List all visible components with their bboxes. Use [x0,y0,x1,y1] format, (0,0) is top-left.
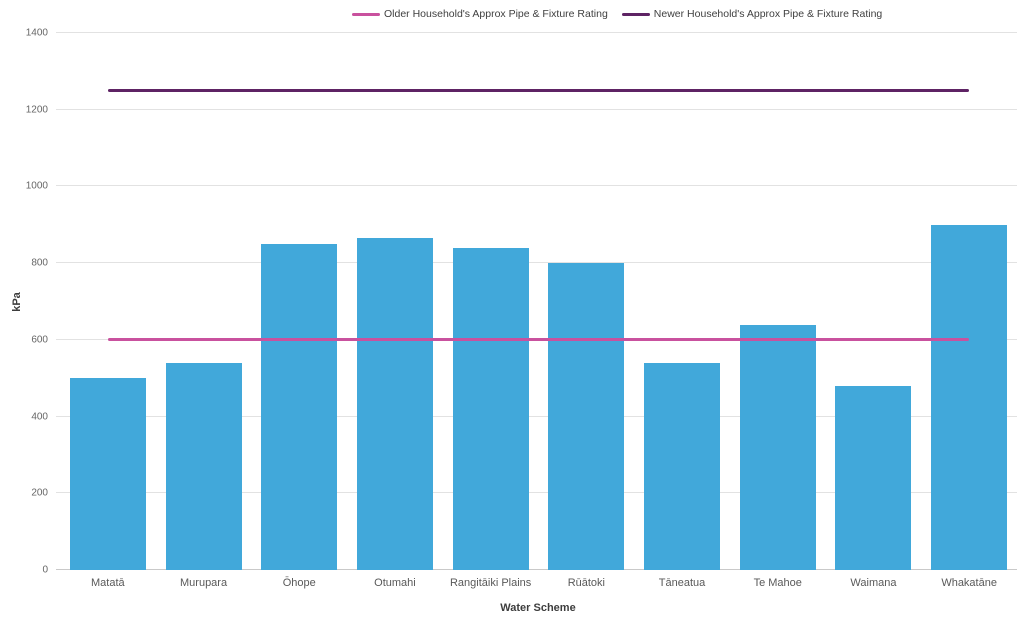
gridline [56,185,1017,187]
gridline [56,108,1017,110]
reference-line [107,89,970,93]
bar-murupara [165,362,242,570]
gridline [56,492,1017,494]
legend-label: Newer Household's Approx Pipe & Fixture … [653,8,883,20]
y-tick-label: 1000 [25,180,48,192]
bar-whakatāne [931,224,1008,570]
x-category-label: Te Mahoe [753,577,802,589]
gridline [56,32,1017,33]
chart-legend: Older Household's Approx Pipe & Fixture … [352,8,882,20]
y-tick-label: 400 [31,411,48,423]
gridline [56,415,1017,417]
y-tick-label: 1400 [25,27,48,39]
bar-rangitāiki-plains [452,247,529,570]
legend-item: Older Household's Approx Pipe & Fixture … [352,8,608,20]
x-axis-line [56,569,1017,570]
y-tick-label: 0 [42,564,48,576]
x-category-label: Murupara [180,577,228,589]
x-axis-category-labels: Matatā Murupara Ōhope Otumahi Rangitāiki Pla… [60,577,1017,593]
x-axis-title: Water Scheme [500,602,576,614]
bar-te-mahoe [739,324,816,570]
x-category-label: Whakatāne [941,577,997,589]
x-category-label: Waimana [850,577,897,589]
x-category-label: Otumahi [374,577,416,589]
x-category-label: Tāneatua [658,577,706,589]
y-tick-label: 200 [31,487,48,499]
legend-line-swatch [352,12,380,16]
y-tick-label: 1200 [25,104,48,116]
legend-item: Newer Household's Approx Pipe & Fixture … [621,8,883,20]
gridline [56,262,1017,264]
x-category-label: Matatā [91,577,125,589]
legend-line-swatch [621,12,650,16]
bar-otumahi [356,238,433,570]
y-axis-tick-labels: 0 200 400 600 800 1000 1200 1400 [0,28,48,576]
x-category-label: Rangitāiki Plains [449,577,532,589]
y-tick-label: 800 [31,257,48,269]
y-tick-label: 600 [31,334,48,346]
x-category-label: Ōhope [282,577,316,589]
plot-area [56,32,1017,570]
bar-rūātoki [548,263,625,570]
reference-line [107,338,970,342]
x-category-label: Rūātoki [567,577,605,589]
bar-waimana [835,385,912,570]
bar-ōhope [261,243,338,570]
bar-tāneatua [644,362,721,570]
bar-matatā [69,378,146,570]
legend-label: Older Household's Approx Pipe & Fixture … [384,8,608,20]
